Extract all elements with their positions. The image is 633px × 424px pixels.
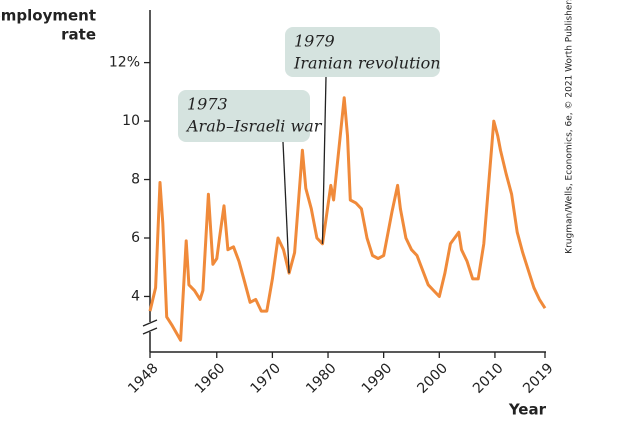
- data-line: [148, 96, 547, 342]
- annotation-text: Iranian revolution: [293, 54, 441, 73]
- axis-break-gap: [143, 322, 157, 332]
- x-tick-label: 1960: [192, 360, 229, 397]
- annotation-pointer: [282, 141, 290, 274]
- x-tick-label: 1980: [303, 360, 340, 397]
- credit: Krugman/Wells, Economics, 6e, © 2021 Wor…: [565, 0, 575, 254]
- y-axis-title: Unemployment: [0, 7, 96, 25]
- annotation-box: [178, 90, 310, 142]
- annotation-box: [285, 27, 440, 77]
- annotation-pointer: [321, 76, 327, 244]
- x-axis-title: Year: [508, 401, 547, 419]
- x-tick-label: 1990: [359, 360, 396, 397]
- y-tick-label: 12%: [109, 55, 140, 71]
- y-tick-label: 8: [131, 172, 140, 188]
- y-tick-label: 4: [131, 288, 140, 304]
- y-tick-label: 10: [122, 113, 140, 129]
- y-axis-title: rate: [61, 26, 96, 44]
- x-tick-label: 2010: [470, 360, 507, 397]
- x-tick-label: 2019: [520, 360, 557, 397]
- annotation-text: 1973: [187, 95, 228, 114]
- annotation-text: Arab–Israeli war: [185, 117, 323, 136]
- axis-break: [142, 327, 158, 335]
- axis-break: [142, 319, 158, 327]
- x-tick-label: 1970: [248, 360, 285, 397]
- x-tick-label: 1948: [125, 360, 162, 397]
- x-tick-label: 2000: [414, 360, 451, 397]
- annotation-text: 1979: [294, 32, 335, 51]
- y-tick-label: 6: [131, 230, 140, 246]
